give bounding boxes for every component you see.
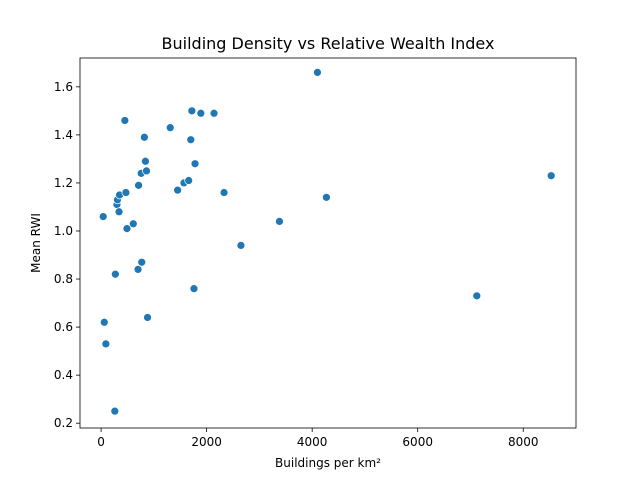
x-tick-label: 2000: [191, 435, 222, 449]
y-tick-label: 1.6: [54, 80, 73, 94]
scatter-point: [189, 284, 199, 294]
x-tick-label: 8000: [508, 435, 539, 449]
y-tick-label: 0.8: [54, 272, 73, 286]
x-tick-label: 6000: [402, 435, 433, 449]
x-axis: 0 2000 4000 6000 8000: [97, 428, 539, 449]
scatter-point: [121, 188, 131, 197]
y-tick-label: 0.2: [54, 416, 73, 430]
y-tick-label: 0.6: [54, 320, 73, 334]
scatter-point: [219, 188, 229, 197]
x-tick-label: 4000: [297, 435, 328, 449]
x-tick-label: 0: [97, 435, 105, 449]
scatter-point: [142, 166, 151, 176]
scatter-point: [275, 217, 284, 226]
scatter-point: [196, 108, 206, 118]
y-axis: 0.2 0.4 0.6 0.8 1.0 1.2 1.4 1.6: [54, 80, 80, 430]
scatter-point: [122, 224, 132, 233]
scatter-point: [186, 135, 196, 145]
scatter-point: [184, 176, 194, 185]
scatter-point: [110, 269, 120, 279]
scatter-point: [236, 241, 246, 250]
scatter-point: [141, 156, 150, 166]
scatter-point: [190, 159, 200, 169]
scatter-point: [546, 171, 556, 181]
chart-title: Building Density vs Relative Wealth Inde…: [162, 34, 495, 53]
scatter-point: [322, 192, 331, 202]
scatter-point: [114, 207, 124, 217]
plot-frame: [79, 57, 577, 429]
scatter-point: [120, 116, 130, 125]
scatter-point: [134, 180, 143, 190]
y-tick-label: 0.4: [54, 368, 73, 382]
scatter-point: [173, 185, 182, 195]
scatter-point: [110, 406, 120, 416]
scatter-point: [165, 123, 175, 133]
scatter-point: [101, 339, 111, 349]
scatter-point: [137, 257, 147, 267]
scatter-point: [472, 291, 482, 301]
scatter-point: [128, 219, 138, 229]
y-tick-label: 1.2: [54, 176, 73, 190]
scatter-point: [98, 212, 108, 221]
scatter-point: [313, 68, 322, 77]
y-tick-label: 1.0: [54, 224, 73, 238]
scatter-point: [133, 265, 143, 274]
x-axis-label: Buildings per km²: [275, 456, 381, 470]
scatter-point: [187, 106, 197, 116]
scatter-point: [209, 108, 219, 118]
y-axis-label: Mean RWI: [29, 213, 43, 273]
scatter-point: [143, 313, 152, 322]
y-tick-label: 1.4: [54, 128, 73, 142]
plot-area: [98, 68, 556, 416]
scatter-point: [99, 317, 109, 327]
scatter-point: [139, 132, 149, 142]
